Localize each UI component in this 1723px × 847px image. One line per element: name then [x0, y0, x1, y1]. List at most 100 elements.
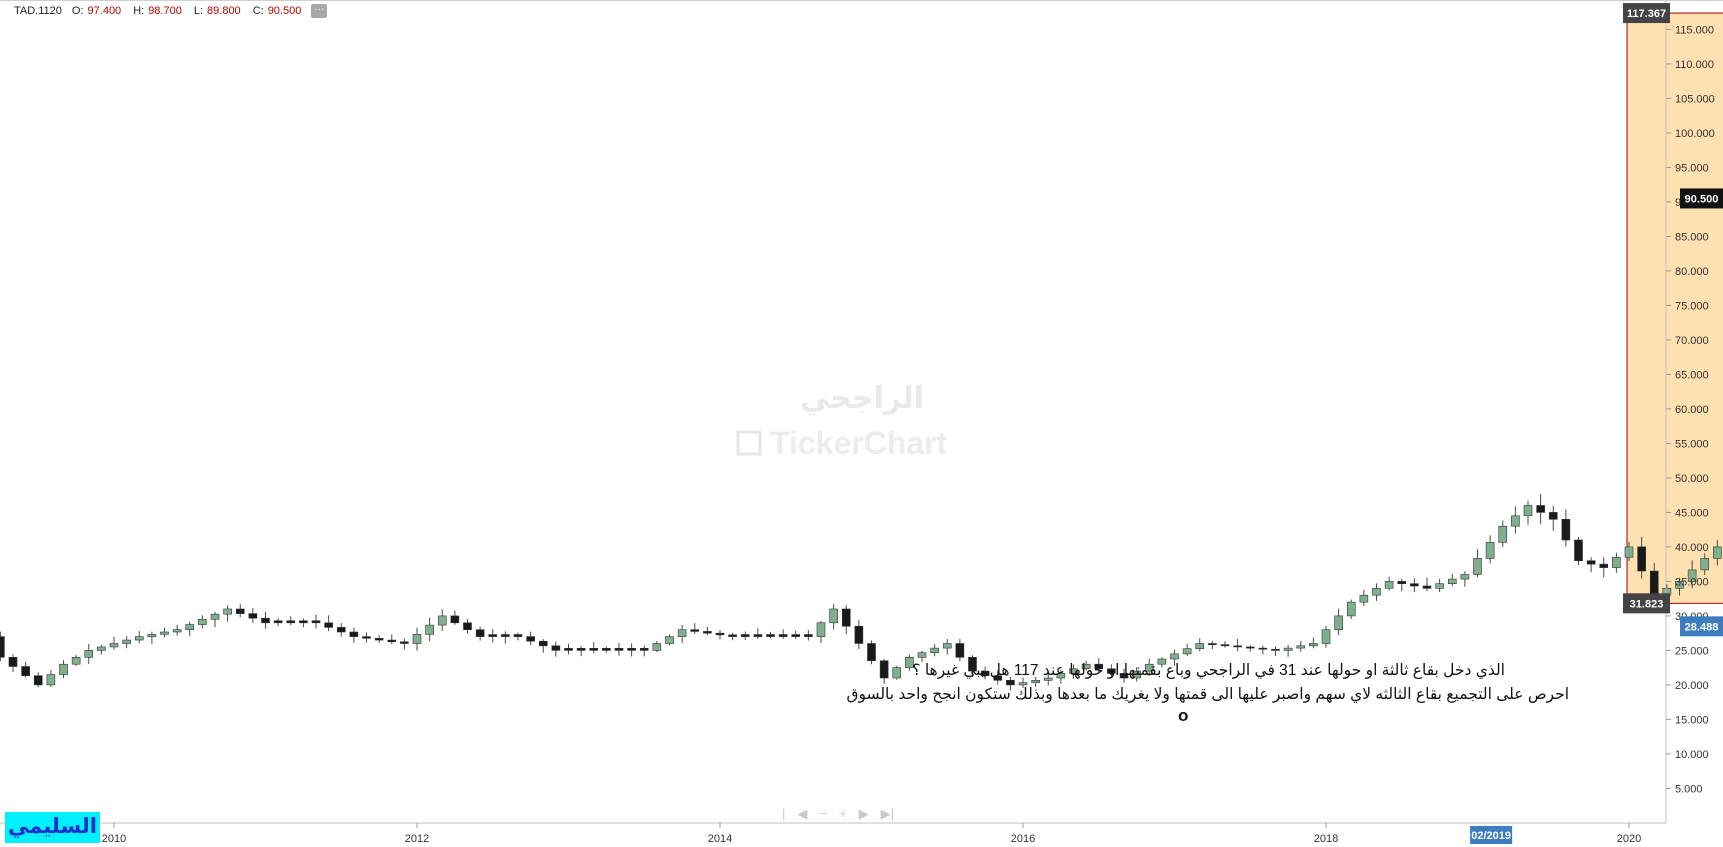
nav-last-button[interactable]: ▶|	[880, 806, 894, 821]
candle	[728, 632, 737, 641]
y-tick-label: 95.000	[1675, 162, 1709, 174]
candle	[84, 643, 94, 664]
candle	[1081, 660, 1091, 671]
candle-body	[690, 629, 700, 632]
candle-body	[374, 638, 384, 641]
candle-body	[261, 617, 270, 624]
author-logo: السليمي	[5, 812, 100, 843]
candle-body	[677, 629, 687, 637]
candle-body	[538, 640, 548, 647]
candle	[829, 604, 838, 630]
candle-body	[930, 647, 939, 653]
nav-prev-button[interactable]: ◀	[797, 806, 808, 821]
y-tick-label: 60.000	[1675, 404, 1709, 416]
candle-body	[1195, 643, 1205, 649]
candle-body	[1334, 615, 1343, 631]
candle	[551, 641, 561, 657]
candle-body	[412, 633, 422, 644]
candle-body	[147, 633, 157, 637]
symbol-label: TAD.1120	[14, 5, 62, 17]
candle-body	[33, 675, 43, 686]
y-tick-label: 120.000	[1675, 0, 1715, 2]
candle-body	[1170, 653, 1179, 660]
zoom-out-button[interactable]: −	[819, 806, 827, 821]
candle	[261, 611, 270, 629]
low-label: L:	[193, 5, 204, 17]
open-label: O:	[71, 5, 84, 17]
candle	[109, 636, 119, 650]
candle	[1675, 578, 1684, 596]
zoom-in-button[interactable]: +	[838, 806, 847, 821]
candle	[1372, 583, 1381, 601]
candle	[1574, 536, 1583, 566]
candle-body	[728, 634, 737, 637]
price-labels: 117.367 31.823 90.500 28.488	[1623, 3, 1723, 637]
annotation-marker: o	[1178, 706, 1189, 725]
candle	[892, 665, 902, 680]
candle	[1321, 625, 1331, 648]
candle	[1410, 578, 1419, 593]
candle	[627, 643, 636, 657]
candle	[134, 631, 144, 644]
candle-body	[248, 613, 258, 619]
candle	[33, 672, 43, 688]
candle	[1031, 676, 1040, 687]
candle-body	[778, 634, 788, 637]
candle	[1271, 646, 1280, 656]
candle-body	[235, 608, 245, 614]
candle	[1637, 536, 1646, 579]
candle-body	[1586, 560, 1596, 565]
more-options-button[interactable]: ···	[311, 4, 328, 18]
candle	[703, 626, 712, 636]
candle-body	[652, 643, 662, 651]
candle	[917, 651, 927, 662]
candle	[1069, 664, 1078, 679]
candle	[841, 604, 851, 635]
candle-body	[97, 646, 106, 651]
watermark: الراجحي TickerChart	[736, 382, 948, 461]
candle	[1283, 644, 1293, 657]
candle-body	[349, 631, 359, 637]
candle	[867, 640, 876, 665]
candle-body	[740, 634, 750, 637]
candle	[942, 638, 952, 655]
candle-body	[299, 620, 308, 624]
candle	[210, 611, 220, 628]
candle	[1397, 578, 1407, 592]
candle	[122, 636, 131, 649]
candle	[1612, 552, 1621, 573]
candle-body	[1157, 658, 1167, 665]
candle	[374, 635, 384, 644]
candle	[0, 631, 5, 662]
candle-body	[1460, 574, 1470, 580]
candle	[740, 631, 750, 640]
watermark-logo-icon	[736, 430, 762, 456]
x-tick-label: 2020	[1617, 833, 1641, 845]
candle	[1359, 589, 1369, 606]
candle-body	[1700, 558, 1710, 571]
nav-next-button[interactable]: ▶	[858, 806, 869, 821]
candle-body	[1031, 679, 1040, 683]
candle-body	[1346, 601, 1356, 617]
candle-body	[1473, 558, 1482, 575]
candle	[425, 617, 434, 642]
candle-body	[1296, 645, 1306, 649]
candle-body	[551, 645, 561, 651]
candle-body	[829, 608, 838, 624]
candle	[1309, 637, 1318, 649]
candle	[1511, 506, 1520, 534]
candle-body	[160, 631, 169, 635]
candle	[1018, 677, 1028, 688]
candle	[1233, 639, 1242, 652]
candle-body	[59, 663, 68, 675]
candle	[1498, 520, 1508, 548]
candle-body	[1069, 668, 1078, 674]
candle	[879, 658, 889, 684]
candle-body	[854, 625, 864, 644]
candle-body	[1687, 569, 1697, 582]
candle-body	[450, 615, 460, 624]
candle	[1624, 541, 1634, 562]
nav-first-button[interactable]: |	[782, 806, 786, 821]
candle	[538, 639, 548, 653]
